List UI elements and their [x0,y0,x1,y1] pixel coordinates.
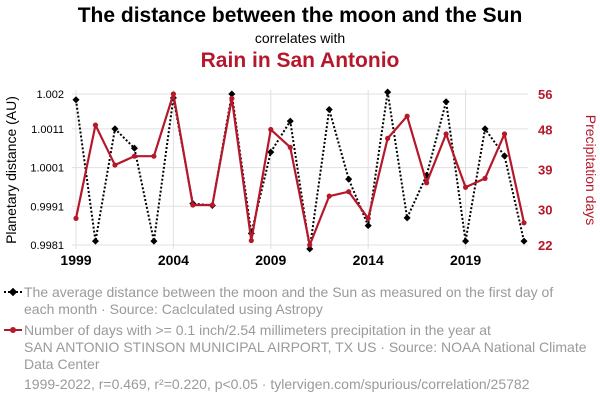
x-tick-label: 1999 [60,252,91,268]
data-point-rain-2009 [268,126,274,133]
y-left-tick-label: 0.9991 [30,201,64,213]
data-point-distance-1999 [72,96,80,104]
data-point-distance-2013 [345,175,353,183]
data-point-rain-2012 [326,193,332,199]
data-point-distance-2007 [228,90,236,98]
chart-connector: correlates with [255,30,345,46]
legend-entry-distance-line1: The average distance between the moon an… [24,284,553,300]
y-left-tick-label: 0.9981 [30,240,64,252]
data-point-distance-2010 [286,117,294,125]
legend: The average distance between the moon an… [4,284,587,372]
legend-entry-distance-line2: each month · Source: Caclculated using A… [24,301,323,317]
data-point-distance-2000 [91,237,100,245]
axis-ticks: 1.002 1.0011 1.0001 0.9991 0.9981 56 48 39 30 22 1… [30,87,552,268]
y-axis-right-label: Precipitation days [583,115,599,226]
data-point-distance-2020 [481,125,489,133]
data-point-distance-2018 [442,98,450,106]
data-point-distance-2022 [520,237,528,245]
series-rain [73,91,527,248]
x-tick-label: 2009 [255,252,286,268]
data-point-rain-2015 [385,135,391,142]
data-point-distance-2003 [150,237,158,245]
legend-dot-distance [8,287,18,297]
chart-title-secondary: Rain in San Antonio [201,49,400,72]
data-point-rain-2005 [190,202,196,208]
legend-entry-rain-line2: SAN ANTONIO STINSON MUNICIPAL AIRPORT, T… [24,339,587,355]
data-point-rain-2014 [365,215,371,221]
data-point-distance-2019 [462,237,470,245]
data-point-distance-2012 [325,105,333,114]
data-point-distance-2001 [111,125,119,133]
data-point-distance-2011 [306,245,314,253]
data-point-rain-2018 [443,131,449,137]
series-line-rain [74,92,526,247]
y-right-tick-label: 22 [538,238,552,253]
data-point-distance-2009 [267,148,275,156]
y-right-tick-label: 39 [538,163,552,178]
data-point-distance-2014 [364,222,372,230]
data-point-rain-2017 [424,180,430,186]
y-axis-left-label: Planetary distance (AU) [3,96,19,244]
data-point-rain-2019 [462,184,469,190]
data-point-rain-2011 [307,242,313,248]
data-point-rain-2021 [501,131,508,137]
footer-stats: 1999-2022, r=0.469, r²=0.220, p<0.05 · t… [24,376,530,392]
y-left-tick-label: 1.002 [36,89,64,101]
data-point-rain-2003 [151,153,157,159]
x-tick-label: 2014 [353,252,384,268]
legend-entry-rain-line3: Data Center [24,356,100,372]
data-point-distance-2015 [384,88,392,96]
legend-marker-rain [4,327,22,333]
gridlines [72,90,528,249]
data-point-rain-2022 [521,220,527,226]
data-point-distance-2021 [500,152,509,160]
y-left-tick-label: 1.0001 [30,163,64,175]
data-point-rain-2013 [346,189,352,195]
data-point-rain-2007 [229,95,235,102]
legend-marker-distance [4,287,22,297]
data-point-rain-2010 [287,144,293,150]
x-tick-label: 2019 [450,252,481,268]
data-series [72,88,528,253]
chart-title: The distance between the moon and the Su… [78,4,523,27]
data-point-rain-2002 [131,153,138,159]
x-tick-label: 2004 [158,252,189,268]
data-point-distance-2002 [130,144,138,152]
data-point-distance-2016 [403,214,411,222]
data-point-rain-2004 [170,91,176,97]
data-point-rain-2006 [209,202,215,208]
legend-entry-rain-line1: Number of days with >= 0.1 inch/2.54 mil… [24,322,491,338]
y-right-tick-label: 30 [538,202,552,217]
data-point-rain-2000 [92,122,99,128]
y-right-tick-label: 56 [538,87,552,102]
data-point-rain-2016 [404,113,410,119]
series-line-distance [75,91,525,250]
data-point-rain-2001 [112,162,118,168]
legend-dot-rain [10,327,16,333]
y-right-tick-label: 48 [538,123,552,138]
data-point-rain-2008 [248,237,254,244]
y-left-tick-label: 1.0011 [31,124,64,136]
data-point-rain-2020 [482,175,488,181]
data-point-rain-1999 [73,215,79,221]
